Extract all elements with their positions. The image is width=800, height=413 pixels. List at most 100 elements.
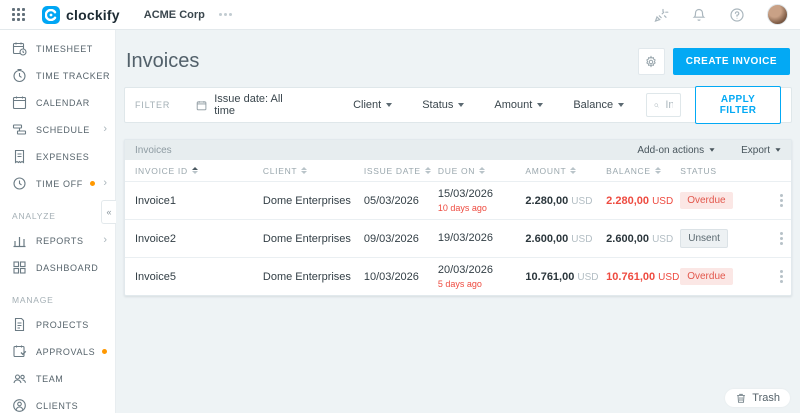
sort-icon [570,167,576,175]
apps-grid-icon[interactable] [12,7,26,22]
clockify-logo[interactable]: clockify [42,5,120,24]
invoice-settings-button[interactable] [637,48,665,75]
status-cell: Overdue [680,192,761,209]
create-invoice-button[interactable]: CREATE INVOICE [672,48,790,75]
due-on-cell: 20/03/2026 5 days ago [438,263,526,290]
invoice-id-cell[interactable]: Invoice2 [135,232,176,245]
row-menu-kebab-icon[interactable] [776,266,787,287]
invoices-table: Invoices Add-on actions Export INVOICE I… [124,139,792,296]
sidebar-item-calendar[interactable]: CALENDAR [0,89,115,116]
status-badge: Overdue [680,192,733,209]
approvals-icon [12,344,27,359]
column-client[interactable]: CLIENT [263,166,364,176]
column-amount[interactable]: AMOUNT [525,166,606,176]
sidebar-item-expenses[interactable]: EXPENSES [0,143,115,170]
chevron-right-icon [103,178,107,189]
chevron-right-icon [103,124,107,135]
time-tracker-icon [12,68,27,83]
column-due-on[interactable]: DUE ON [438,166,526,176]
sidebar-item-approvals[interactable]: APPROVALS [0,338,115,365]
sidebar-item-time-off[interactable]: TIME OFF [0,170,115,197]
invoice-id-cell[interactable]: Invoice5 [135,270,176,283]
calendar-icon [196,100,207,110]
amount-cell: 2.280,00 USD [525,194,593,207]
sidebar-item-clients[interactable]: CLIENTS [0,392,115,413]
sidebar-collapse-button[interactable] [101,200,116,224]
sidebar-item-reports[interactable]: REPORTS [0,227,115,254]
top-bar: clockify ACME Corp [0,0,800,30]
logo-wordmark: clockify [66,6,120,23]
export-dropdown[interactable]: Export [741,145,781,156]
client-cell: Dome Enterprises [262,270,351,283]
schedule-icon [12,122,27,137]
sidebar-item-projects[interactable]: PROJECTS [0,311,115,338]
help-icon[interactable] [729,7,745,23]
column-issue-date[interactable]: ISSUE DATE [364,166,438,176]
notifications-bell-icon[interactable] [691,7,707,23]
row-menu-kebab-icon[interactable] [776,228,787,249]
sort-icon [479,167,485,175]
notification-dot [89,181,95,186]
status-badge: Overdue [680,268,733,285]
clockify-logo-icon [42,5,60,24]
sidebar-item-time-tracker[interactable]: TIME TRACKER [0,62,115,89]
balance-cell: 2.600,00 USD [606,232,674,245]
projects-icon [12,317,27,332]
addon-actions-dropdown[interactable]: Add-on actions [637,145,715,156]
invoice-row[interactable]: Invoice1 Dome Enterprises 05/03/2026 15/… [125,181,791,219]
timesheet-icon [12,41,27,56]
balance-filter-dropdown[interactable]: Balance [573,99,625,111]
client-cell: Dome Enterprises [262,194,351,207]
balance-cell: 10.761,00 USD [606,270,680,283]
amount-cell: 10.761,00 USD [525,270,599,283]
sidebar-section-manage: MANAGE [12,295,54,305]
row-menu-kebab-icon[interactable] [776,190,787,211]
filter-bar: FILTER Issue date: All time Client Statu… [124,86,792,124]
balance-cell: 2.280,00 USD [606,194,674,207]
issue-date-filter[interactable]: Issue date: All time [196,93,293,117]
status-filter-dropdown[interactable]: Status [422,99,465,111]
gear-icon [646,55,657,67]
invoice-row[interactable]: Invoice2 Dome Enterprises 09/03/2026 19/… [125,219,791,257]
invoice-id-search[interactable] [646,93,682,117]
amount-filter-dropdown[interactable]: Amount [494,99,544,111]
apply-filter-button[interactable]: APPLY FILTER [695,86,781,124]
column-balance[interactable]: BALANCE [606,166,680,176]
time-off-icon [12,176,27,191]
search-icon [654,102,659,108]
whats-new-icon[interactable] [653,7,669,23]
sidebar-item-timesheet[interactable]: TIMESHEET [0,35,115,62]
trash-icon [737,393,746,403]
calendar-icon [12,95,27,110]
invoice-row[interactable]: Invoice5 Dome Enterprises 10/03/2026 20/… [125,257,791,295]
column-status: STATUS [680,165,717,176]
user-avatar[interactable] [767,4,788,25]
caret-down-icon [709,148,715,152]
status-cell: Overdue [680,268,761,285]
sort-icon [301,167,307,175]
sidebar-item-team[interactable]: TEAM [0,365,115,392]
caret-down-icon [458,103,465,107]
clients-icon [12,398,27,413]
sort-icon [192,167,198,175]
caret-down-icon [386,103,393,107]
column-invoice-id[interactable]: INVOICE ID [135,166,263,176]
workspace-name[interactable]: ACME Corp [143,8,205,21]
trash-link[interactable]: Trash [725,389,790,407]
sidebar: TIMESHEET TIME TRACKER CALENDAR SCHEDULE… [0,30,116,413]
issue-date-cell: 09/03/2026 [363,232,419,245]
sidebar-item-schedule[interactable]: SCHEDULE [0,116,115,143]
client-filter-dropdown[interactable]: Client [353,99,393,111]
due-note: 10 days ago [437,202,487,213]
page-title: Invoices [126,50,200,72]
invoice-id-cell[interactable]: Invoice1 [135,194,176,207]
team-icon [12,371,27,386]
table-header-row: INVOICE ID CLIENT ISSUE DATE DUE ON AMOU… [125,160,791,181]
invoice-id-input[interactable] [665,99,674,111]
reports-icon [12,233,27,248]
sidebar-item-dashboard[interactable]: DASHBOARD [0,254,115,281]
sidebar-section-analyze: ANALYZE [12,211,56,221]
caret-down-icon [537,103,544,107]
more-options-icon[interactable] [218,13,232,16]
client-cell: Dome Enterprises [262,232,351,245]
